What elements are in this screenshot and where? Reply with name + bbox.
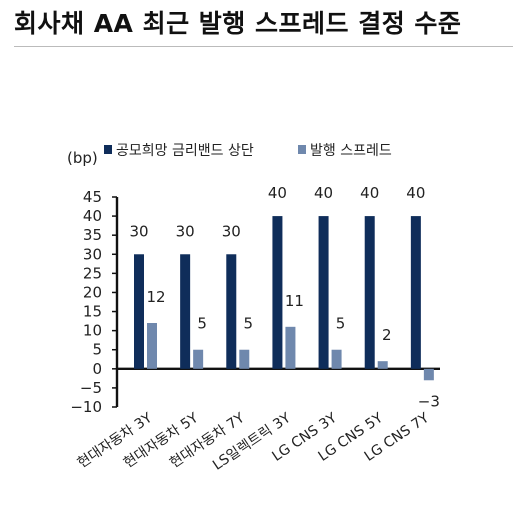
data-label-series-1: 40	[406, 184, 425, 202]
data-label-series-2: 5	[197, 315, 207, 333]
legend-swatch-2	[298, 145, 306, 154]
data-label-series-2: 5	[244, 315, 254, 333]
data-label-series-1: 30	[129, 222, 148, 240]
chart-bars	[134, 216, 434, 381]
bar-series-1	[134, 254, 144, 369]
y-tick-label: 25	[83, 264, 102, 282]
title-divider	[14, 46, 513, 47]
data-label-series-2: −3	[418, 392, 440, 410]
chart-data-labels: 30 12 30 5 30 5 40 11 40 5 40 2 40 −3	[129, 184, 439, 410]
bar-series-2	[377, 361, 388, 369]
bar-series-2	[147, 323, 157, 369]
bar-series-1	[272, 216, 283, 369]
y-tick-label: 40	[83, 207, 102, 225]
bar-series-1	[180, 254, 191, 369]
bar-series-1	[364, 216, 375, 369]
bar-series-2	[331, 349, 342, 369]
data-label-series-2: 11	[285, 292, 304, 310]
bar-series-2	[239, 349, 250, 369]
y-tick-label: 15	[83, 303, 102, 321]
data-label-series-1: 40	[360, 184, 379, 202]
y-tick-label: −5	[80, 379, 102, 397]
legend-swatch-1	[104, 145, 112, 154]
legend-label-1: 공모희망 금리밴드 상단	[116, 143, 254, 159]
bar-series-1	[226, 254, 237, 369]
y-tick-label: 5	[92, 341, 102, 359]
bar-series-2	[285, 326, 296, 369]
bar-series-2	[423, 368, 434, 381]
data-label-series-1: 40	[268, 184, 287, 202]
y-tick-label: 35	[83, 226, 102, 244]
data-label-series-2: 2	[382, 326, 392, 344]
y-tick-label: 0	[92, 360, 102, 378]
x-tick-label: LS일렉트릭 3Y	[210, 410, 294, 474]
y-tick-label: −10	[70, 398, 102, 416]
page-title: 회사채 AA 최근 발행 스프레드 결정 수준	[14, 9, 462, 38]
data-label-series-1: 30	[222, 222, 241, 240]
data-label-series-1: 40	[314, 184, 333, 202]
data-label-series-2: 5	[336, 315, 346, 333]
data-label-series-2: 12	[146, 288, 165, 306]
y-tick-label: 10	[83, 322, 102, 340]
bar-series-1	[410, 216, 421, 369]
y-tick-label: 30	[83, 245, 102, 263]
y-tick-label: 45	[83, 188, 102, 206]
chart-legend: 공모희망 금리밴드 상단 발행 스프레드	[104, 143, 392, 159]
data-label-series-1: 30	[176, 222, 195, 240]
legend-label-2: 발행 스프레드	[310, 143, 392, 159]
y-tick-label: 20	[83, 283, 102, 301]
y-unit-label: (bp)	[67, 149, 98, 167]
bar-series-1	[318, 216, 329, 369]
bar-series-2	[193, 349, 204, 369]
